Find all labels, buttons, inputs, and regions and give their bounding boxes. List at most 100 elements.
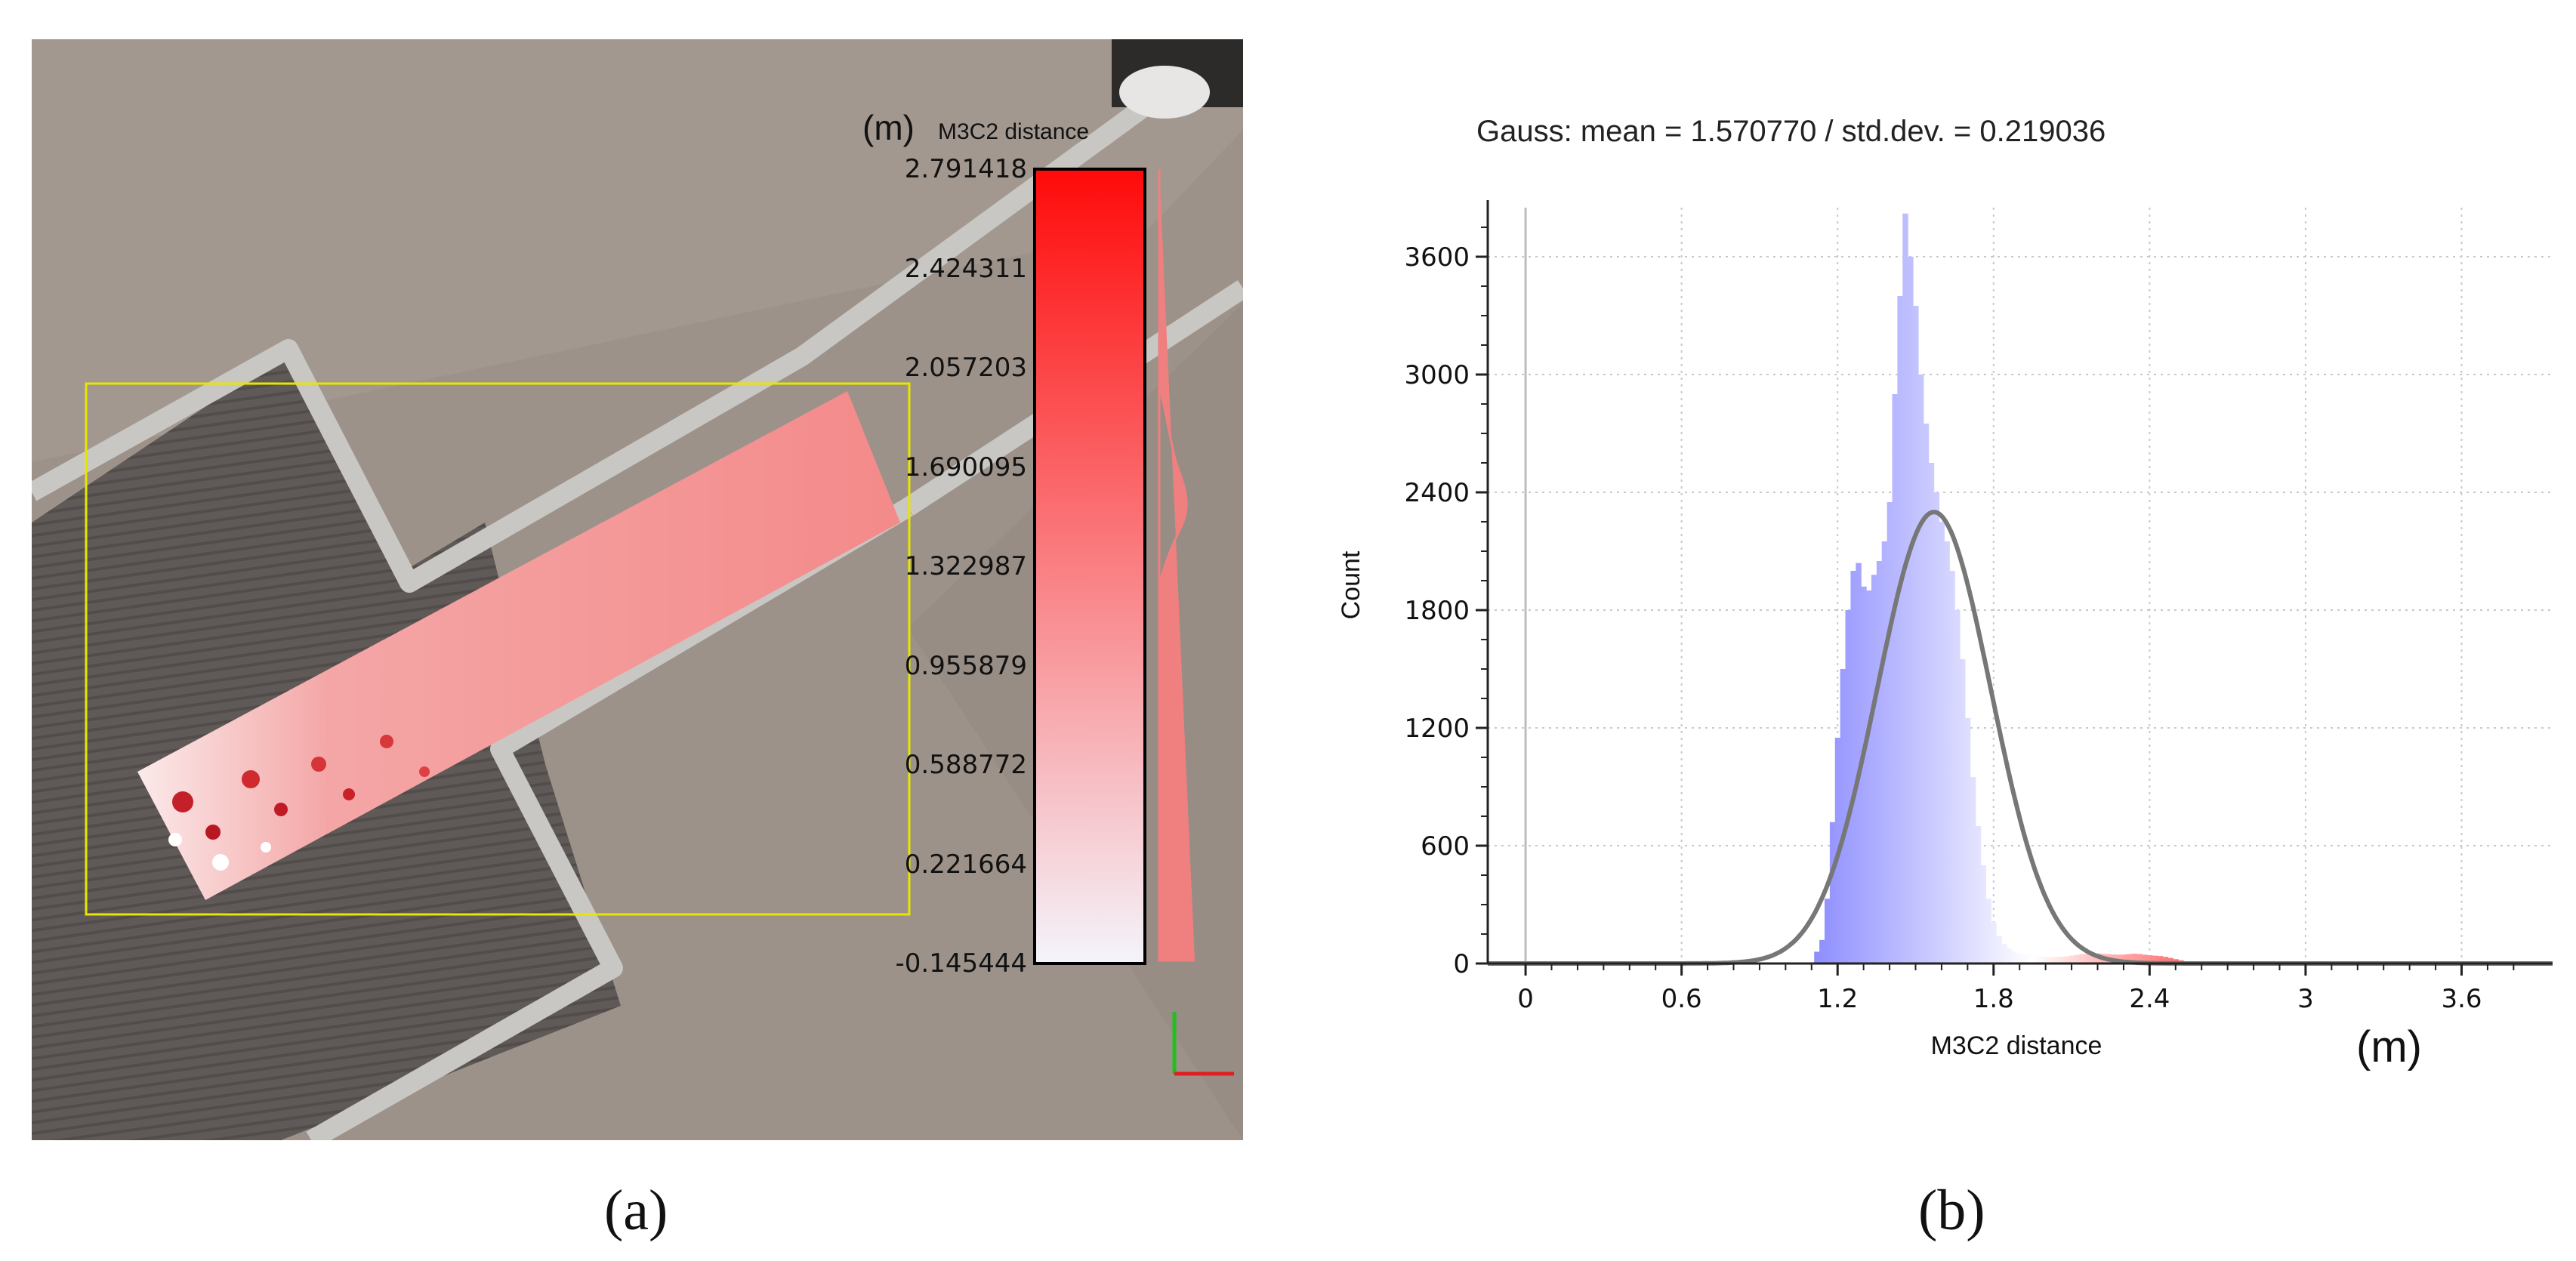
y-tick-label: 1200	[1404, 714, 1470, 744]
histogram-bar	[1881, 541, 1888, 963]
histogram-bar	[2152, 955, 2158, 963]
histogram-bar	[2167, 957, 2173, 963]
x-tick-label: 3.6	[2441, 984, 2482, 1014]
histogram-bar	[1944, 541, 1950, 963]
histogram-bar	[2022, 954, 2028, 963]
histogram-bar	[1975, 826, 1982, 963]
histogram-bar	[1825, 899, 1831, 963]
histogram-bar	[2038, 956, 2044, 963]
colorbar-tick-label: 0.588772	[904, 750, 1027, 780]
colorbar-tick-label: 2.057203	[904, 353, 1027, 383]
axes	[1476, 200, 2553, 976]
histogram-bar	[1917, 375, 1924, 963]
histogram-bar	[1960, 659, 1966, 963]
y-tick-label: 3600	[1404, 242, 1470, 273]
colorbar-title: M3C2 distance	[938, 119, 1090, 144]
x-tick-label: 1.8	[1973, 984, 2014, 1014]
colorbar-tick-label: 1.322987	[904, 551, 1027, 581]
histogram-bar	[2007, 948, 2013, 963]
histogram-chart: 0 0.6 1.2 1.8 2.4 3 3.6 0 600 1200 1800 2400 3000 360…	[1337, 200, 2553, 1071]
histogram-bar	[2063, 956, 2070, 963]
histogram-bar	[2090, 953, 2096, 963]
tick-labels: 0 0.6 1.2 1.8 2.4 3 3.6 0 600 1200 1800 2400 3000 360…	[1404, 242, 2482, 1014]
histogram-bar	[2142, 954, 2148, 963]
caption-a: (a)	[604, 1179, 668, 1242]
y-axis-label: Count	[1337, 550, 1365, 619]
m3c2-stripe	[137, 391, 900, 900]
histogram-bar	[2146, 955, 2153, 963]
histogram-bar	[2162, 957, 2169, 963]
x-tick-label: 3	[2297, 984, 2314, 1014]
x-tick-label: 2.4	[2129, 984, 2170, 1014]
histogram-bar	[2043, 957, 2049, 963]
histogram-bar	[2001, 944, 2007, 963]
point-cloud-view[interactable]: (m) M3C2 distance 2.791418 2.424311 2.0572…	[32, 39, 1243, 1140]
x-tick-label: 1.2	[1817, 984, 1858, 1014]
gauss-curve	[1488, 510, 2553, 966]
histogram-bar	[1856, 563, 1862, 963]
histogram-bar	[1933, 492, 1940, 963]
histogram-bar	[1866, 590, 1872, 963]
colorbar	[1033, 168, 1146, 965]
colorbar-tick-label: -0.145444	[895, 948, 1028, 979]
x-axis-label: M3C2 distance	[1931, 1031, 2102, 1060]
histogram-bar	[2011, 951, 2018, 963]
histogram-bar	[2053, 957, 2059, 963]
selection-box	[85, 382, 911, 916]
upper-field	[32, 39, 1243, 462]
colorbar-tick-label: 0.955879	[904, 650, 1027, 681]
colorbar-tick-label: 2.791418	[904, 154, 1027, 184]
y-tick-label: 0	[1453, 949, 1470, 979]
histogram-bar	[2126, 954, 2132, 963]
hedge	[1119, 66, 1210, 119]
grid	[1488, 208, 2553, 963]
histogram-bar	[1928, 463, 1935, 963]
histogram-bar	[1829, 822, 1836, 963]
histogram-bar	[1964, 718, 1971, 963]
stripe-red-spots	[168, 735, 430, 871]
histogram-bar	[2074, 954, 2081, 963]
colorbar-histogram	[1158, 169, 1195, 962]
histogram-bar	[2084, 954, 2090, 963]
histogram-bar	[1861, 586, 1867, 963]
histogram-bar	[1840, 669, 1846, 963]
histogram-bar	[1939, 522, 1945, 963]
histogram-bar	[2048, 957, 2054, 963]
histogram-bar	[2136, 954, 2143, 963]
histogram-bar	[2069, 955, 2075, 963]
histogram-bar	[1970, 777, 1976, 963]
histogram-bar	[1850, 571, 1856, 963]
y-tick-label: 3000	[1404, 360, 1470, 390]
histogram-bar	[2032, 956, 2038, 963]
histogram-bars	[1814, 213, 2200, 963]
histogram-bar	[2079, 954, 2085, 963]
histogram-bar	[1991, 922, 1997, 963]
histogram-bar	[1908, 257, 1914, 963]
histogram-bar	[1871, 575, 1877, 963]
histogram-bar	[1897, 296, 1903, 963]
histogram-bar	[1814, 951, 1820, 963]
x-axis-unit: (m)	[2356, 1022, 2422, 1071]
y-tick-label: 600	[1421, 831, 1470, 862]
histogram-bar	[1886, 502, 1893, 963]
x-tick-label: 0.6	[1661, 984, 1702, 1014]
histogram-bar	[1845, 610, 1852, 963]
histogram-bar	[2027, 955, 2034, 963]
x-tick-label: 0	[1517, 984, 1534, 1014]
histogram-bar	[2016, 954, 2023, 963]
histogram-bar	[1876, 561, 1883, 963]
y-tick-label: 1800	[1404, 596, 1470, 626]
histogram-bar	[1819, 939, 1825, 963]
point-cloud-scene	[32, 39, 1243, 1140]
histogram-bar	[1996, 936, 2002, 963]
colorbar-tick-label: 0.221664	[904, 849, 1027, 880]
histogram-bar	[1985, 899, 1991, 963]
histogram-bar	[1949, 571, 1955, 963]
chart-title: Gauss: mean = 1.570770 / std.dev. = 0.21…	[1476, 115, 2106, 148]
histogram-bar	[1913, 306, 1919, 963]
histogram-bar	[2157, 956, 2164, 963]
y-tick-label: 2400	[1404, 478, 1470, 508]
colorbar-tick-label: 2.424311	[904, 253, 1027, 284]
histogram-bar	[1980, 865, 1987, 963]
histogram-bar	[1892, 394, 1899, 963]
